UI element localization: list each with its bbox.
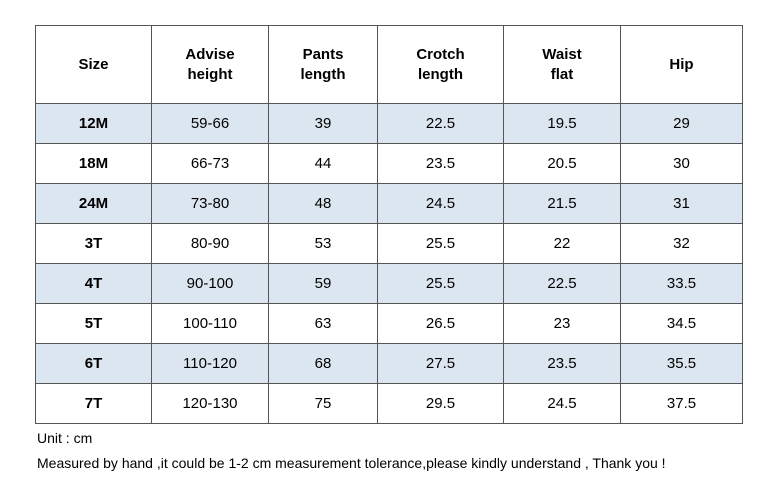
waist-flat-cell: 23.5 [503,343,621,384]
advise-height-cell: 100-110 [151,303,269,344]
advise-height-cell: 59-66 [151,103,269,144]
table-row: 12M 59-66 39 22.5 19.5 29 [35,103,743,144]
header-size-line-1: Size [78,55,109,73]
crotch-length-cell: 23.5 [377,143,504,184]
crotch-length-cell: 25.5 [377,263,504,304]
advise-height-cell: 90-100 [151,263,269,304]
pants-length-cell: 39 [268,103,378,144]
hip-cell: 30 [620,143,743,184]
crotch-length-cell: 25.5 [377,223,504,264]
hip-cell: 29 [620,103,743,144]
table-row: 7T 120-130 75 29.5 24.5 37.5 [35,383,743,424]
header-size: Size [35,25,152,104]
crotch-length-cell: 24.5 [377,183,504,224]
advise-height-cell: 66-73 [151,143,269,184]
pants-length-cell: 48 [268,183,378,224]
hip-cell: 37.5 [620,383,743,424]
advise-height-cell: 120-130 [151,383,269,424]
table-row: 5T 100-110 63 26.5 23 34.5 [35,303,743,344]
hip-cell: 34.5 [620,303,743,344]
header-crotch-length: Crotch length [377,25,504,104]
hip-cell: 31 [620,183,743,224]
header-advise-height-line-1: Advise [185,45,235,63]
size-cell: 24M [35,183,152,224]
header-hip-line-1: Hip [669,55,694,73]
advise-height-cell: 73-80 [151,183,269,224]
table-row: 24M 73-80 48 24.5 21.5 31 [35,183,743,224]
waist-flat-cell: 21.5 [503,183,621,224]
unit-note: Unit : cm [37,430,93,446]
waist-flat-cell: 23 [503,303,621,344]
tolerance-note: Measured by hand ,it could be 1-2 cm mea… [37,455,666,471]
header-waist-flat-line-1: Waist [542,45,582,63]
size-cell: 12M [35,103,152,144]
size-cell: 3T [35,223,152,264]
table-row: 18M 66-73 44 23.5 20.5 30 [35,143,743,184]
header-waist-flat-line-2: flat [550,65,574,83]
size-cell: 18M [35,143,152,184]
hip-cell: 33.5 [620,263,743,304]
crotch-length-cell: 26.5 [377,303,504,344]
size-chart-table: Size Advise height Pants length Crotch l… [35,25,743,424]
waist-flat-cell: 19.5 [503,103,621,144]
advise-height-cell: 110-120 [151,343,269,384]
header-advise-height-line-2: height [187,65,233,83]
size-cell: 5T [35,303,152,344]
crotch-length-cell: 22.5 [377,103,504,144]
waist-flat-cell: 22.5 [503,263,621,304]
size-cell: 6T [35,343,152,384]
size-cell: 7T [35,383,152,424]
pants-length-cell: 75 [268,383,378,424]
header-crotch-length-line-2: length [418,65,463,83]
header-row: Size Advise height Pants length Crotch l… [35,25,743,104]
pants-length-cell: 53 [268,223,378,264]
waist-flat-cell: 22 [503,223,621,264]
header-pants-length-line-1: Pants [302,45,344,63]
crotch-length-cell: 29.5 [377,383,504,424]
hip-cell: 32 [620,223,743,264]
header-pants-length: Pants length [268,25,378,104]
waist-flat-cell: 24.5 [503,383,621,424]
header-hip: Hip [620,25,743,104]
pants-length-cell: 44 [268,143,378,184]
header-waist-flat: Waist flat [503,25,621,104]
table-row: 4T 90-100 59 25.5 22.5 33.5 [35,263,743,304]
waist-flat-cell: 20.5 [503,143,621,184]
advise-height-cell: 80-90 [151,223,269,264]
header-advise-height: Advise height [151,25,269,104]
pants-length-cell: 68 [268,343,378,384]
header-crotch-length-line-1: Crotch [416,45,465,63]
table-row: 6T 110-120 68 27.5 23.5 35.5 [35,343,743,384]
size-cell: 4T [35,263,152,304]
hip-cell: 35.5 [620,343,743,384]
header-pants-length-line-2: length [300,65,346,83]
pants-length-cell: 63 [268,303,378,344]
table-row: 3T 80-90 53 25.5 22 32 [35,223,743,264]
pants-length-cell: 59 [268,263,378,304]
crotch-length-cell: 27.5 [377,343,504,384]
